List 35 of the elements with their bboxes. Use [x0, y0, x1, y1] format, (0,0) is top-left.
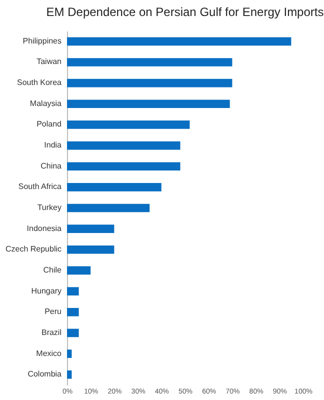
y-tick-label: Indonesia [26, 224, 62, 233]
y-tick-label: Turkey [37, 203, 62, 212]
bar [67, 204, 150, 212]
y-tick-label: Czech Republic [5, 244, 62, 254]
y-tick-label: Mexico [36, 348, 62, 358]
bar [67, 308, 79, 316]
y-tick-label: Colombia [28, 370, 62, 379]
bar [67, 328, 79, 338]
y-tick-label: Hungary [31, 286, 62, 296]
bar [67, 224, 114, 233]
y-tick-label: India [44, 140, 62, 150]
y-tick-label: Malaysia [30, 98, 62, 108]
chart-title: EM Dependence on Persian Gulf for Energy Imports [46, 5, 324, 19]
bar [67, 141, 180, 150]
y-tick-label: Brazil [41, 328, 62, 337]
bar [67, 350, 72, 358]
bar [67, 370, 72, 379]
bar [67, 162, 180, 171]
y-tick-label: Peru [44, 307, 62, 316]
y-tick-label: Philippines [22, 36, 62, 46]
bar [67, 183, 162, 192]
bar [67, 58, 232, 66]
bar [67, 245, 114, 254]
bar [67, 287, 79, 296]
y-tick-label: China [40, 161, 62, 170]
bar [67, 37, 292, 46]
y-tick-label: Poland [36, 120, 62, 129]
y-tick-label: Chile [43, 265, 62, 274]
bar [67, 100, 230, 108]
bar [67, 266, 91, 275]
bar [67, 120, 190, 129]
bar [67, 78, 232, 88]
y-tick-label: South Korea [17, 78, 62, 88]
y-tick-label: Taiwan [36, 57, 62, 66]
y-tick-label: South Africa [18, 182, 62, 192]
